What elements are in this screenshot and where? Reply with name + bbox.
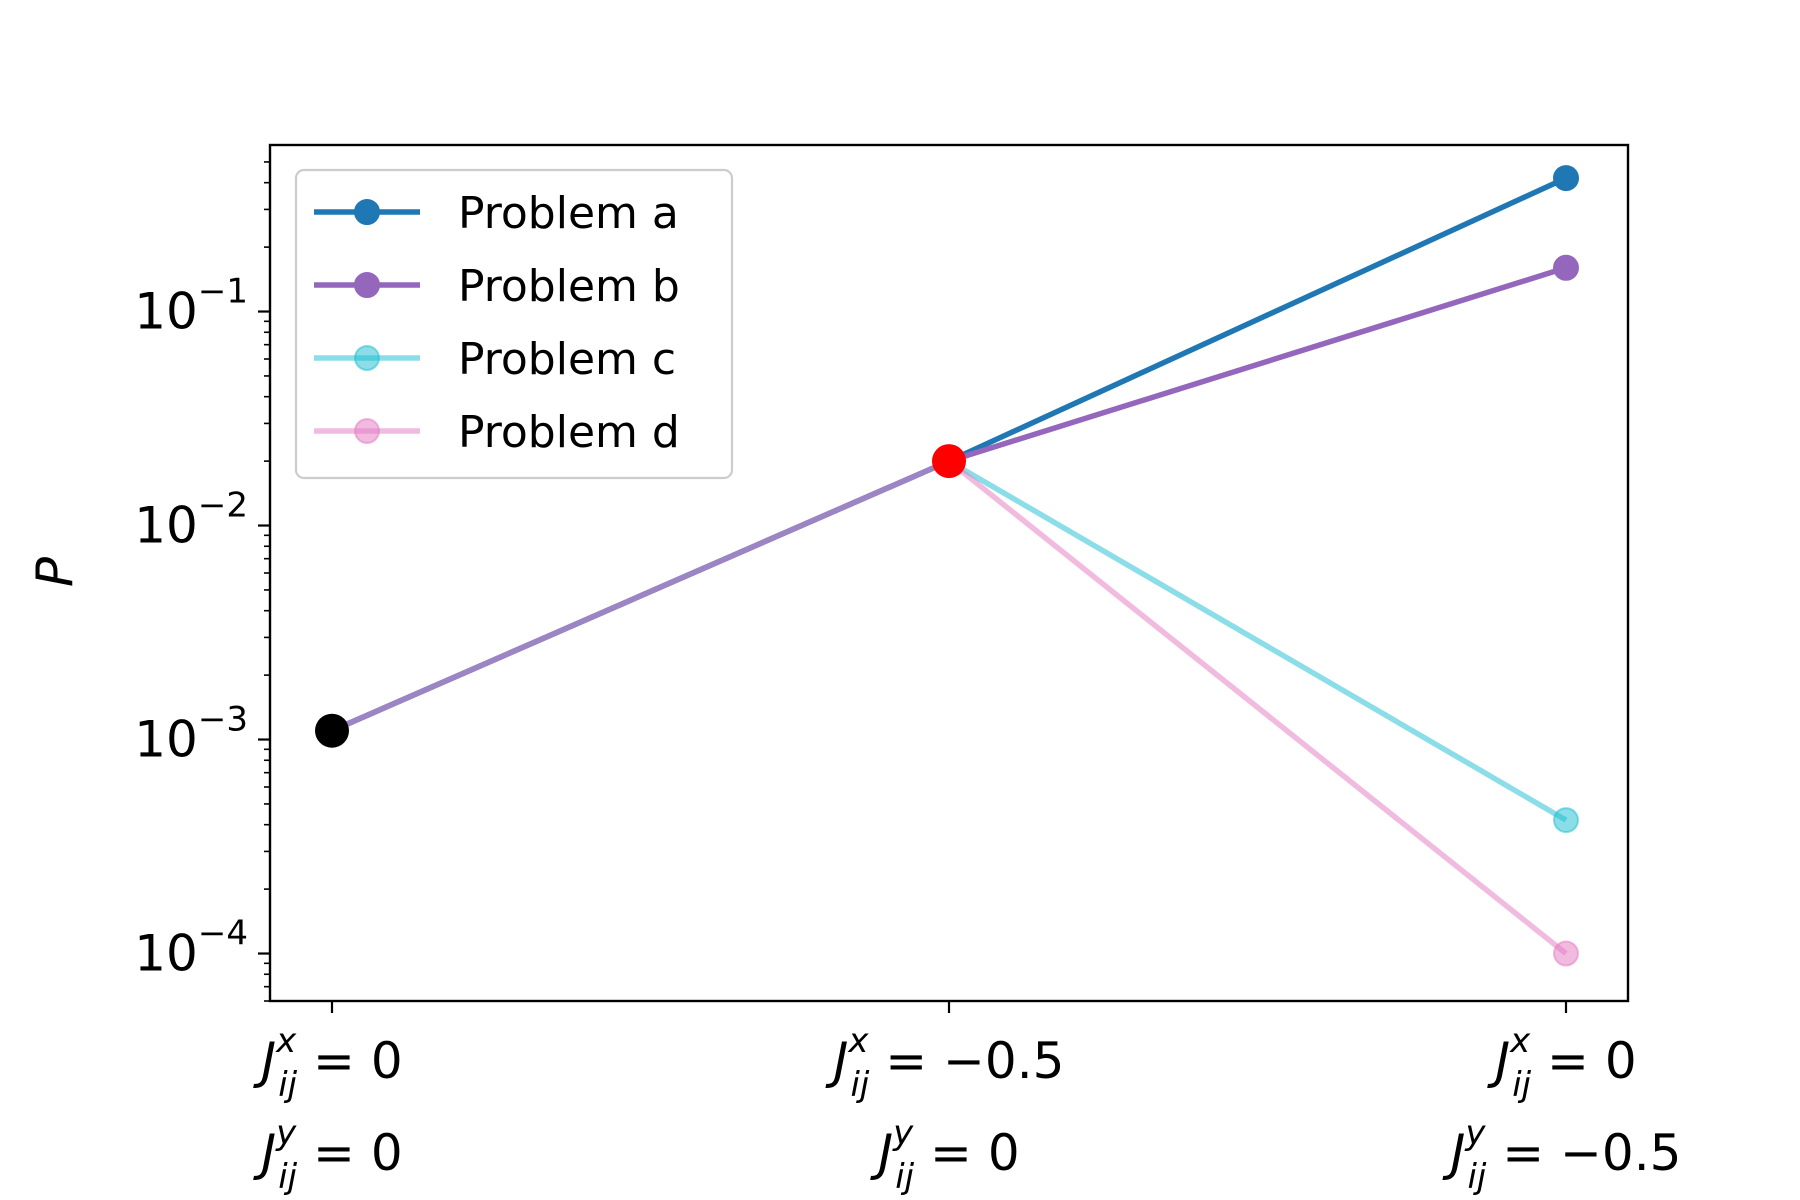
series-end-point-2 — [1553, 254, 1579, 281]
y-tick-label-4: 10−1 — [134, 272, 248, 341]
legend-swatch-marker-3 — [354, 345, 380, 371]
series-end-point-1 — [1553, 165, 1579, 192]
legend-label-2: Problem b — [458, 261, 680, 312]
x-tick-label-line-jx-3: Jx ij = 0 — [1486, 1021, 1636, 1105]
x-tick-label-1: Jx ij = 0Jy ij = 0 — [252, 1021, 402, 1197]
legend-label-4: Problem d — [458, 407, 680, 458]
x-tick-label-line-jy-2: Jy ij = 0 — [869, 1113, 1019, 1197]
x-tick-label-3: Jx ij = 0Jy ij = −0.5 — [1442, 1021, 1682, 1197]
y-tick-label-1: 10−4 — [134, 914, 248, 983]
legend: Problem a Problem b Problem c Problem d — [294, 168, 734, 480]
points-layer — [315, 444, 966, 748]
x-axis: Jx ij = 0Jy ij = 0Jx ij = −0.5Jy ij = 0Jx ij … — [252, 1001, 1681, 1197]
x-tick-label-line-jy-3: Jy ij = −0.5 — [1442, 1113, 1682, 1197]
x-tick-label-line-jx-1: Jx ij = 0 — [252, 1021, 402, 1105]
x-tick-label-2: Jx ij = −0.5Jy ij = 0 — [825, 1021, 1065, 1197]
start-point — [315, 713, 349, 748]
legend-swatch-marker-2 — [354, 272, 380, 298]
y-axis: 10−4 10−3 10−2 10−1 — [134, 161, 270, 1002]
y-tick-label-3: 10−2 — [134, 486, 248, 555]
legend-label-1: Problem a — [458, 188, 679, 239]
x-tick-label-line-jy-1: Jy ij = 0 — [252, 1113, 402, 1197]
legend-swatch-marker-4 — [354, 418, 380, 444]
series-end-point-3 — [1553, 807, 1579, 834]
y-axis-label: P — [26, 556, 84, 587]
legend-frame — [294, 168, 734, 480]
x-tick-label-line-jx-2: Jx ij = −0.5 — [825, 1021, 1065, 1105]
mid-point — [932, 444, 966, 479]
legend-swatch-marker-1 — [354, 199, 380, 225]
legend-label-3: Problem c — [458, 334, 676, 385]
y-tick-label-2: 10−3 — [134, 700, 248, 769]
series-end-point-4 — [1553, 940, 1579, 967]
